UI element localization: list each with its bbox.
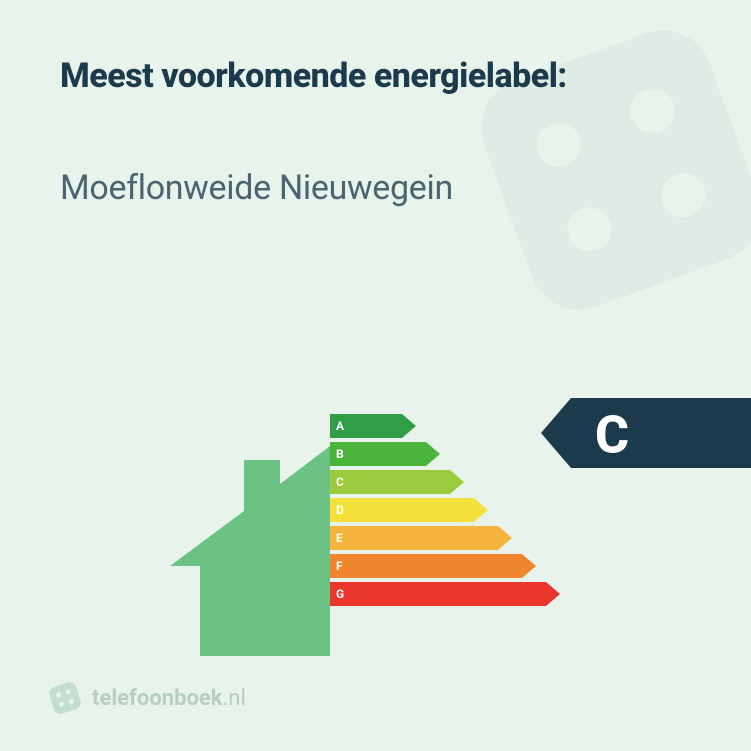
brand-icon <box>48 681 82 715</box>
energy-bars: ABCDEFG <box>330 414 560 610</box>
energy-bar-letter: A <box>336 419 344 433</box>
page-title: Meest voorkomende energielabel: <box>60 56 567 96</box>
energy-bar-c: C <box>330 470 560 494</box>
energy-label-chart: ABCDEFG <box>170 400 590 660</box>
energy-bar-letter: F <box>336 559 343 573</box>
selected-label-badge: C <box>541 398 751 472</box>
brand-text: telefoonboek.nl <box>92 686 246 711</box>
energy-bar-f: F <box>330 554 560 578</box>
energy-bar-letter: C <box>336 475 344 489</box>
energy-bar-a: A <box>330 414 560 438</box>
energy-bar-e: E <box>330 526 560 550</box>
location-subtitle: Moeflonweide Nieuwegein <box>60 168 453 208</box>
energy-bar-letter: E <box>336 531 343 545</box>
house-icon <box>170 446 330 660</box>
energy-bar-d: D <box>330 498 560 522</box>
brand-tld: .nl <box>223 686 246 711</box>
brand-name: telefoonboek <box>92 686 223 711</box>
energy-bar-letter: D <box>336 503 344 517</box>
energy-bar-letter: G <box>336 587 344 601</box>
energy-bar-g: G <box>330 582 560 606</box>
energy-bar-b: B <box>330 442 560 466</box>
energy-bar-letter: B <box>336 447 344 461</box>
footer-brand: telefoonboek.nl <box>48 681 246 715</box>
selected-label-letter: C <box>595 405 629 466</box>
